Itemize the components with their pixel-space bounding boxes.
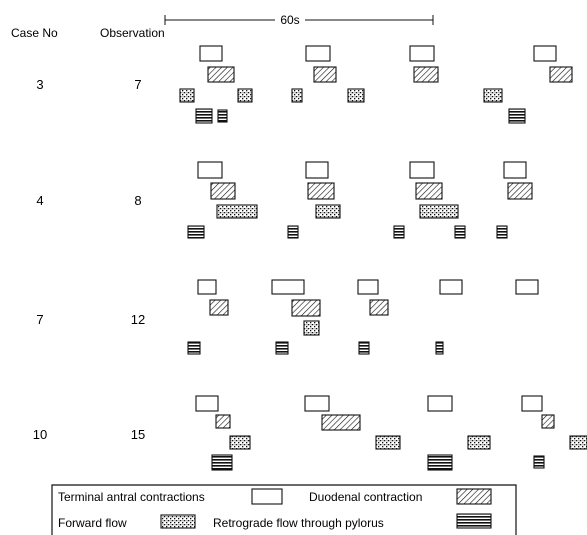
observation-header: Observation bbox=[100, 26, 165, 40]
duodenal-contraction-block bbox=[321, 414, 361, 431]
forward-flow-block bbox=[347, 88, 365, 103]
terminal-antral-contraction-block bbox=[197, 161, 223, 179]
retrograde-flow-block bbox=[533, 455, 545, 469]
forward-flow-block bbox=[291, 88, 303, 103]
duodenal-contraction-block bbox=[307, 182, 335, 200]
forward-flow-block bbox=[216, 204, 258, 219]
terminal-antral-contraction-block bbox=[199, 45, 223, 62]
retrograde-flow-block bbox=[454, 225, 466, 239]
terminal-antral-contraction-block bbox=[304, 395, 330, 412]
retrograde-flow-block bbox=[211, 454, 233, 471]
observation-label-7: 7 bbox=[134, 77, 141, 92]
forward-flow-block bbox=[315, 204, 341, 219]
duodenal-contraction-block bbox=[209, 299, 229, 316]
legend-duodenal-label: Duodenal contraction bbox=[309, 490, 422, 504]
terminal-antral-contraction-block bbox=[533, 45, 557, 62]
case-no-header: Case No bbox=[11, 26, 58, 40]
forward-flow-block bbox=[179, 88, 195, 103]
duodenal-contraction-block bbox=[415, 182, 443, 200]
retrograde-flow-block bbox=[287, 225, 299, 239]
legend-retrograde-flow-swatch bbox=[456, 513, 492, 529]
legend: Terminal antral contractions Duodenal co… bbox=[51, 484, 517, 535]
time-scale-label: 60s bbox=[280, 13, 299, 27]
observation-label-15: 15 bbox=[131, 427, 145, 442]
legend-terminal-antral-label: Terminal antral contractions bbox=[58, 490, 205, 504]
duodenal-contraction-block bbox=[507, 182, 533, 200]
retrograde-flow-block bbox=[217, 109, 228, 123]
terminal-antral-contraction-block bbox=[427, 395, 453, 412]
retrograde-flow-block bbox=[393, 225, 405, 239]
duodenal-contraction-block bbox=[549, 66, 573, 83]
duodenal-contraction-block bbox=[215, 414, 231, 429]
forward-flow-block bbox=[467, 435, 491, 450]
legend-forward-flow-label: Forward flow bbox=[58, 516, 127, 530]
retrograde-flow-block bbox=[195, 108, 213, 124]
duodenal-contraction-block bbox=[413, 66, 439, 83]
terminal-antral-contraction-block bbox=[305, 161, 329, 179]
duodenal-contraction-block bbox=[291, 299, 321, 317]
forward-flow-block bbox=[375, 435, 401, 450]
terminal-antral-contraction-block bbox=[195, 395, 219, 412]
retrograde-flow-block bbox=[275, 341, 289, 355]
terminal-antral-contraction-block bbox=[305, 45, 331, 62]
terminal-antral-contraction-block bbox=[515, 279, 539, 295]
terminal-antral-contraction-block bbox=[271, 279, 305, 295]
case-label-7: 7 bbox=[36, 312, 43, 327]
duodenal-contraction-block bbox=[541, 414, 555, 429]
retrograde-flow-block bbox=[358, 341, 370, 355]
terminal-antral-contraction-block bbox=[409, 161, 435, 179]
terminal-antral-contraction-block bbox=[503, 161, 527, 179]
retrograde-flow-block bbox=[508, 108, 526, 124]
duodenal-contraction-block bbox=[313, 66, 337, 83]
terminal-antral-contraction-block bbox=[521, 395, 543, 412]
terminal-antral-contraction-block bbox=[197, 279, 217, 295]
case-label-10: 10 bbox=[33, 427, 47, 442]
legend-retrograde-flow-label: Retrograde flow through pylorus bbox=[213, 516, 384, 530]
observation-label-12: 12 bbox=[131, 312, 145, 327]
duodenal-contraction-block bbox=[207, 66, 235, 83]
terminal-antral-contraction-block bbox=[409, 45, 435, 62]
forward-flow-block bbox=[303, 320, 320, 336]
legend-terminal-antral-swatch bbox=[251, 488, 283, 505]
case-label-4: 4 bbox=[36, 193, 43, 208]
event-blocks bbox=[179, 45, 587, 471]
forward-flow-block bbox=[569, 435, 587, 450]
observation-label-8: 8 bbox=[134, 193, 141, 208]
duodenal-contraction-block bbox=[210, 182, 236, 200]
terminal-antral-contraction-block bbox=[357, 279, 379, 295]
time-scale-bar: 60s bbox=[164, 13, 434, 27]
legend-duodenal-swatch bbox=[456, 488, 492, 505]
retrograde-flow-block bbox=[435, 341, 444, 355]
retrograde-flow-block bbox=[427, 454, 453, 471]
forward-flow-block bbox=[483, 88, 503, 103]
retrograde-flow-block bbox=[496, 225, 508, 239]
terminal-antral-contraction-block bbox=[439, 279, 463, 295]
forward-flow-block bbox=[237, 88, 253, 103]
case-label-3: 3 bbox=[36, 77, 43, 92]
forward-flow-block bbox=[419, 204, 459, 219]
retrograde-flow-block bbox=[187, 341, 201, 355]
retrograde-flow-block bbox=[187, 225, 205, 239]
duodenal-contraction-block bbox=[369, 299, 389, 316]
forward-flow-block bbox=[229, 435, 251, 450]
legend-forward-flow-swatch bbox=[160, 514, 196, 529]
